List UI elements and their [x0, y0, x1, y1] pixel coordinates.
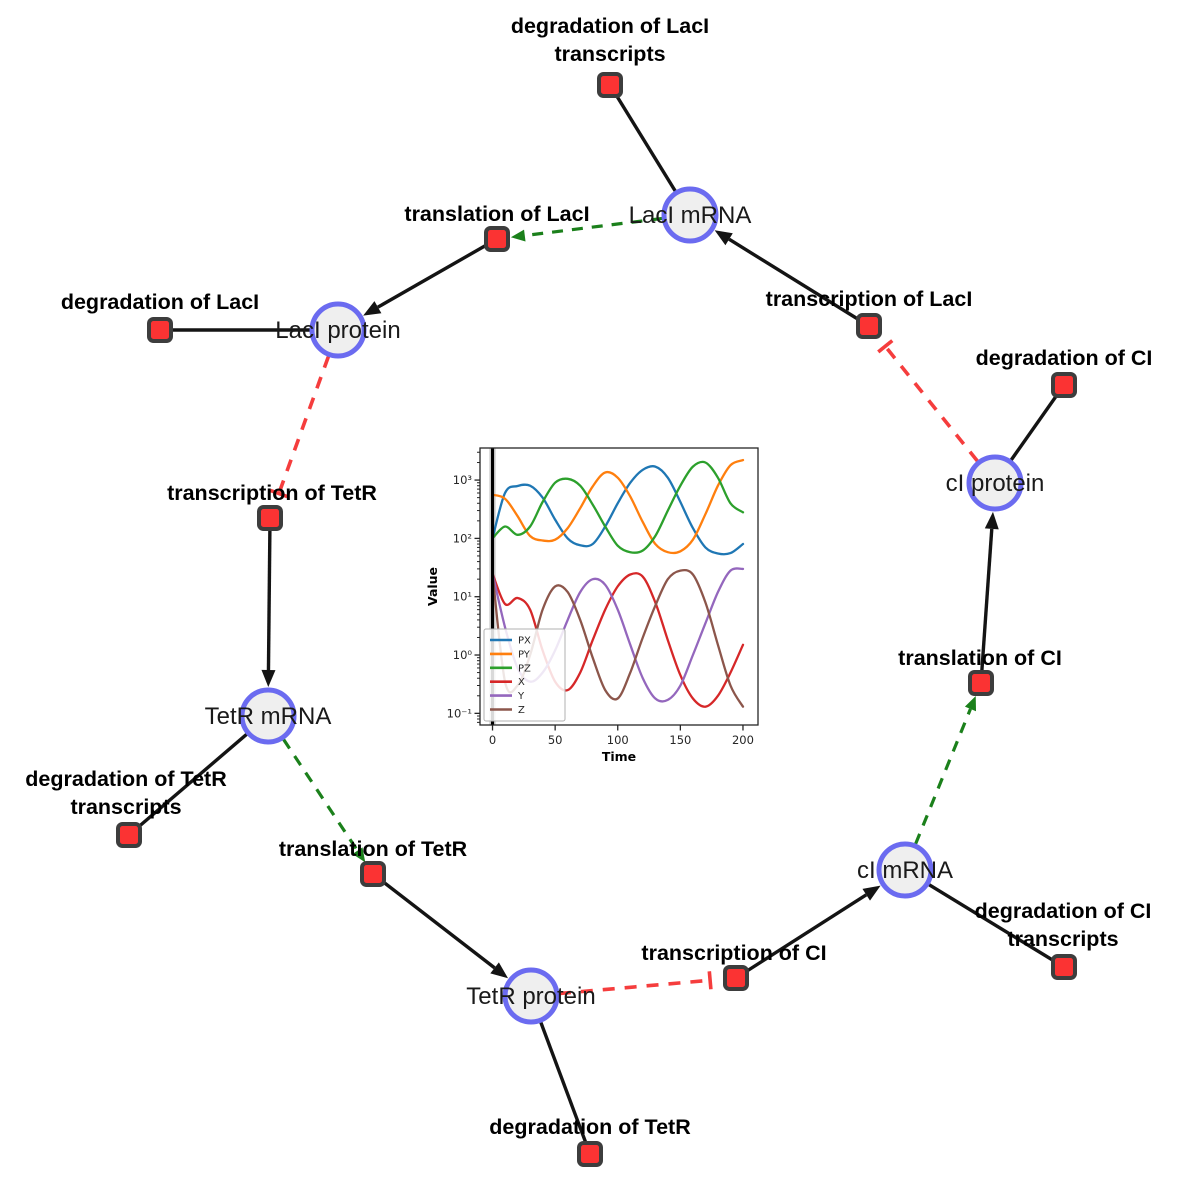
x-axis-tick-label: 150 — [669, 733, 691, 747]
series-line-PY — [491, 458, 745, 555]
reaction-node-transc-ci[interactable] — [723, 965, 749, 991]
reaction-node-transc-tetr[interactable] — [257, 505, 283, 531]
reaction-labels-layer: degradation of LacI transcripts translatio… — [25, 14, 1152, 1139]
legend-label: PZ — [518, 663, 531, 674]
reaction-node-deg-ci-transcripts[interactable] — [1051, 954, 1077, 980]
stimulation-arrowhead-icon — [964, 695, 977, 712]
edge-laci-protein-transc-tetr[interactable] — [269, 355, 331, 499]
reaction-label-transl-laci: translation of LacI — [404, 202, 589, 226]
arrowhead-icon — [490, 962, 509, 979]
x-axis-tick-label: 50 — [548, 733, 563, 747]
reaction-node-deg-ci[interactable] — [1051, 372, 1077, 398]
arrowhead-icon — [261, 669, 276, 688]
species-label-ci-protein: cI protein — [946, 470, 1045, 497]
species-label-tetr-mrna: TetR mRNA — [205, 703, 332, 730]
reaction-label-deg-tetr: degradation of TetR — [489, 1115, 691, 1139]
y-axis-tick-label: 10¹ — [453, 590, 472, 604]
legend-box: PX PY PZ XYZ — [483, 628, 566, 722]
inhibition-tee-icon — [877, 339, 894, 354]
reaction-label-transl-ci: translation of CI — [898, 646, 1062, 670]
species-node-laci-protein[interactable] — [309, 301, 367, 359]
species-label-laci-mrna: LacI mRNA — [629, 202, 752, 229]
species-label-ci-mrna: cI mRNA — [857, 857, 953, 884]
reaction-node-deg-laci[interactable] — [147, 317, 173, 343]
edge-transc-tetr-tetr-mrna[interactable] — [261, 517, 276, 688]
species-node-laci-mrna[interactable] — [661, 186, 719, 244]
reaction-label-transl-tetr: translation of TetR — [279, 837, 468, 861]
species-labels-layer: LacI mRNA LacI protein cI protein TetR mRNA… — [205, 202, 1045, 1010]
edge-transl-tetr-tetr-protein[interactable] — [371, 872, 509, 979]
arrowhead-icon — [984, 511, 999, 530]
reaction-label-deg-ci-transcripts: degradation of CI transcripts — [975, 899, 1152, 951]
legend-label: Z — [518, 705, 525, 716]
reaction-node-transl-ci[interactable] — [968, 670, 994, 696]
stimulation-arrowhead-icon — [352, 847, 366, 863]
y-axis-label: Value — [425, 567, 440, 606]
reaction-node-transl-laci[interactable] — [484, 226, 510, 252]
edge-ci-mrna-deg-ci-transcripts[interactable] — [904, 868, 1065, 969]
edge-transl-ci-ci-protein[interactable] — [979, 511, 999, 684]
reaction-node-deg-laci-transcripts[interactable] — [597, 72, 623, 98]
series-line-PX — [491, 465, 745, 556]
legend-entry-Y: Y — [490, 691, 525, 702]
x-axis-label: Time — [602, 749, 636, 764]
reaction-label-transc-tetr: transcription of TetR — [167, 481, 377, 505]
legend-label: Y — [517, 691, 525, 702]
legend-label: PX — [518, 636, 531, 647]
species-node-ci-mrna[interactable] — [876, 841, 934, 899]
reaction-node-deg-tetr-transcripts[interactable] — [116, 822, 142, 848]
reaction-label-deg-laci-transcripts: degradation of LacI transcripts — [511, 14, 709, 66]
legend-entry-PZ: PZ — [490, 663, 531, 674]
arrowhead-icon — [862, 885, 881, 901]
species-node-ci-protein[interactable] — [966, 454, 1024, 512]
legend-entry-Z: Z — [490, 705, 525, 716]
reaction-node-transl-tetr[interactable] — [360, 861, 386, 887]
edge-ci-mrna-transl-ci[interactable] — [914, 695, 977, 845]
axis-ticks: 10⁻¹ 10⁰ 10¹ 10² 10³ 0 50 100 150 200 — [447, 451, 754, 747]
edge-tetr-mrna-deg-tetr-transcripts[interactable] — [127, 714, 270, 837]
reaction-node-deg-tetr[interactable] — [577, 1141, 603, 1167]
edge-transl-laci-laci-protein[interactable] — [363, 237, 498, 316]
edge-transc-laci-laci-mrna[interactable] — [714, 230, 870, 328]
arrowhead-icon — [714, 230, 733, 246]
species-label-tetr-protein: TetR protein — [466, 983, 595, 1010]
edge-transc-ci-ci-mrna[interactable] — [735, 885, 881, 980]
series-line-PZ — [491, 460, 745, 554]
chart-axes-box — [479, 447, 759, 726]
edges-layer — [127, 84, 1066, 1155]
edge-tetr-mrna-transl-tetr[interactable] — [282, 738, 366, 863]
species-node-tetr-mrna[interactable] — [239, 687, 297, 745]
inhibition-tee-icon — [707, 971, 713, 990]
reaction-label-deg-tetr-transcripts: degradation of TetR transcripts — [25, 767, 227, 819]
reaction-node-transc-laci[interactable] — [856, 313, 882, 339]
series-line-X — [491, 572, 745, 708]
species-label-laci-protein: LacI protein — [275, 317, 400, 344]
y-axis-tick-label: 10³ — [453, 473, 473, 487]
species-node-tetr-protein[interactable] — [502, 967, 560, 1025]
edge-laci-mrna-transl-laci[interactable] — [510, 216, 663, 242]
x-axis-tick-label: 0 — [489, 733, 496, 747]
reaction-label-deg-ci: degradation of CI — [976, 346, 1153, 370]
reaction-label-deg-laci: degradation of LacI — [61, 290, 259, 314]
y-axis-tick-label: 10² — [453, 531, 472, 545]
arrowhead-icon — [363, 301, 382, 316]
y-axis-tick-label: 10⁰ — [453, 648, 473, 662]
inhibition-tee-icon — [269, 488, 288, 499]
legend-label: PY — [518, 649, 531, 660]
x-axis-tick-label: 200 — [732, 733, 754, 747]
x-axis-tick-label: 100 — [607, 733, 629, 747]
y-axis-tick-label: 10⁻¹ — [447, 706, 472, 720]
edge-tetr-protein-transc-ci[interactable] — [558, 971, 713, 996]
legend-label: X — [518, 677, 525, 688]
stimulation-arrowhead-icon — [510, 229, 526, 242]
edge-ci-protein-transc-laci[interactable] — [877, 339, 979, 463]
reaction-label-transc-laci: transcription of LacI — [766, 287, 973, 311]
legend-entry-PX: PX — [490, 636, 531, 647]
reaction-label-transc-ci: transcription of CI — [641, 941, 826, 965]
legend-entry-X: X — [490, 677, 525, 688]
nodes-layer — [116, 72, 1077, 1167]
legend-entry-PY: PY — [490, 649, 531, 660]
